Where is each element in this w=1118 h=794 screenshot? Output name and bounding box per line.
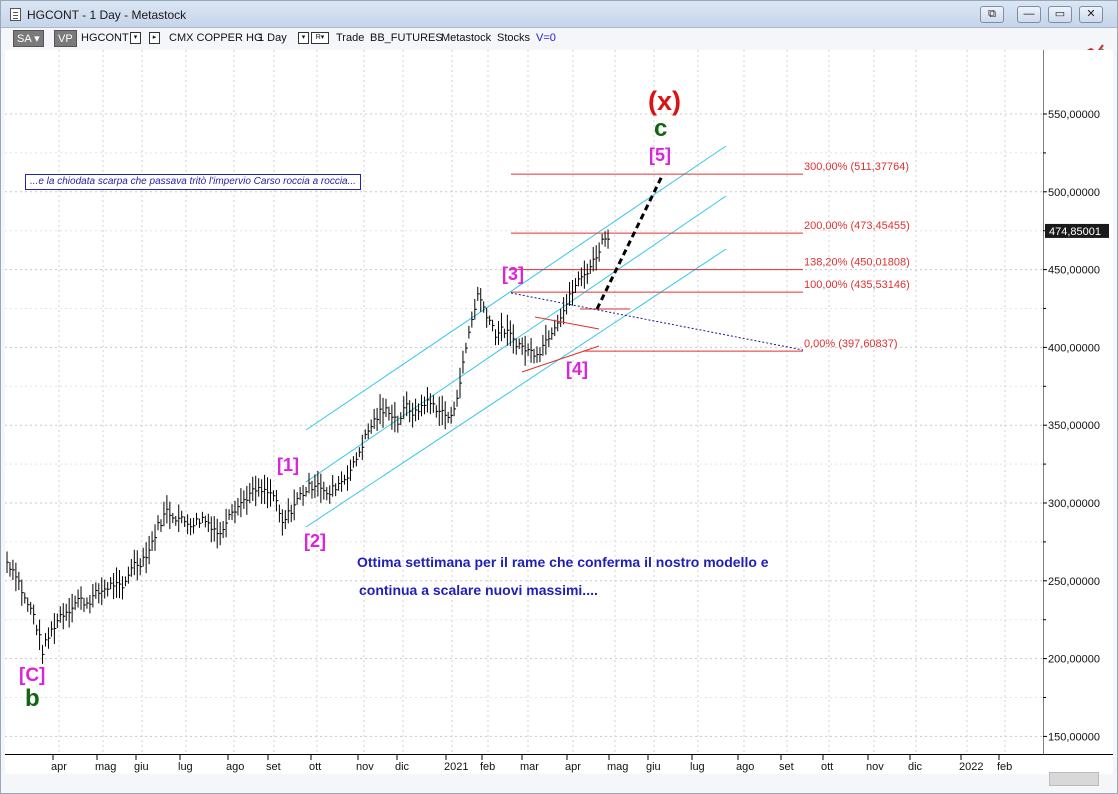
price-tick-label: 300,00000 [1048, 498, 1100, 510]
time-tick-label: 2021 [444, 761, 468, 773]
channel-line [305, 145, 727, 431]
channel-line [305, 248, 727, 528]
time-tick-label: ago [226, 761, 244, 773]
price-tick-label: 250,00000 [1048, 576, 1100, 588]
time-tick-label: feb [997, 761, 1012, 773]
interval-dropdown[interactable]: ▸ [149, 30, 160, 47]
instrument-name: CMX COPPER HG [169, 32, 263, 44]
last-price-label: 474,85001 [1049, 226, 1101, 238]
symbol-label: HGCONT [81, 32, 129, 44]
symbol-dropdown[interactable]: ▾ [130, 30, 141, 47]
price-axis: 550,00000 500,00000 450,00000 400,00000 350,… [1043, 50, 1113, 754]
time-tick-label: lug [178, 761, 193, 773]
last-price-box [1045, 223, 1109, 238]
triangle-lower [521, 345, 600, 373]
triangle-upper [534, 316, 600, 330]
fibonacci-levels: 300,00% (511,37764) 200,00% (473,45455) 13… [511, 161, 910, 352]
time-tick-label: apr [51, 761, 67, 773]
wave-label-3[interactable]: [3] [502, 264, 524, 284]
close-button[interactable]: ✕ [1079, 6, 1103, 23]
wave-label-c[interactable]: c [654, 115, 668, 142]
chart-overlays [510, 175, 804, 373]
minimize-button[interactable]: — [1017, 6, 1041, 23]
r-dropdown[interactable]: R▾ [311, 30, 329, 47]
chart-grid [5, 50, 1043, 754]
wave-label-x[interactable]: (x) [648, 86, 681, 116]
price-tick-label: 450,00000 [1048, 265, 1100, 277]
price-tick-label: 500,00000 [1048, 187, 1100, 199]
time-tick-label: dic [395, 761, 410, 773]
time-tick-label: lug [690, 761, 705, 773]
time-tick-label: dic [908, 761, 923, 773]
time-tick-label: set [266, 761, 281, 773]
time-tick-label: mar [520, 761, 539, 773]
time-tick-label: set [779, 761, 794, 773]
app-label: Metastock [441, 32, 492, 44]
time-tick-label: ago [736, 761, 754, 773]
time-tick-label: feb [480, 761, 495, 773]
fib-label: 200,00% (473,45455) [804, 220, 910, 232]
chevron-right-icon: ▸ [149, 32, 160, 45]
fib-label: 138,20% (450,01808) [804, 257, 910, 269]
chevron-down-icon: ▾ [298, 32, 309, 45]
time-tick-label: ott [309, 761, 321, 773]
sa-button[interactable]: SA ▾ [13, 30, 44, 47]
restore-chart-button[interactable]: ⧉ [980, 6, 1004, 23]
time-tick-label: nov [866, 761, 884, 773]
r-label: R [315, 34, 321, 42]
price-chart[interactable]: 300,00% (511,37764) 200,00% (473,45455) 13… [5, 50, 1043, 754]
time-tick-label: giu [134, 761, 149, 773]
price-tick-label: 150,00000 [1048, 731, 1100, 743]
source-label: BB_FUTURES [370, 32, 443, 44]
sa-label: SA [17, 33, 32, 45]
price-tick-label: 350,00000 [1048, 420, 1100, 432]
vp-button[interactable]: VP [54, 30, 77, 47]
stocks-label: Stocks [497, 32, 531, 44]
note-annotation[interactable]: ...e la chiodata scarpa che passava trit… [25, 174, 361, 190]
price-bars [6, 229, 611, 664]
fib-label: 300,00% (511,37764) [804, 161, 909, 173]
interval-label: 1 Day [258, 32, 287, 44]
time-tick-label: nov [356, 761, 374, 773]
mode-label: Trade [336, 32, 365, 44]
r-icon: R▾ [311, 32, 329, 45]
time-tick-label: apr [565, 761, 581, 773]
time-tick-label: ott [821, 761, 833, 773]
document-icon [10, 8, 21, 21]
fib-label: 0,00% (397,60837) [804, 338, 898, 350]
wave-label-2[interactable]: [2] [304, 531, 326, 551]
time-tick-label: mag [607, 761, 628, 773]
time-tick-label: mag [95, 761, 116, 773]
wave-label-c-bracket[interactable]: [C] [19, 665, 46, 686]
dotted-trendline [510, 292, 804, 351]
fib-label: 100,00% (435,53146) [804, 279, 910, 291]
horizontal-scrollbar[interactable] [1049, 772, 1099, 786]
time-tick-label: giu [646, 761, 661, 773]
price-tick-label: 400,00000 [1048, 342, 1100, 354]
wave-label-4[interactable]: [4] [566, 359, 588, 379]
comment-line-2[interactable]: continua a scalare nuovi massimi.... [359, 582, 598, 598]
maximize-button[interactable]: ▭ [1048, 6, 1072, 23]
wave-label-1[interactable]: [1] [277, 455, 299, 475]
title-bar: HGCONT - 1 Day - Metastock ⧉ — ▭ ✕ [1, 1, 1117, 28]
volume-label: V=0 [536, 32, 556, 44]
chevron-down-icon: ▾ [130, 32, 141, 45]
window-title: HGCONT - 1 Day - Metastock [27, 8, 187, 22]
wave-label-b[interactable]: b [25, 685, 40, 712]
wave-label-5[interactable]: [5] [649, 145, 671, 165]
trend-channels [305, 145, 727, 528]
price-tick-label: 550,00000 [1048, 109, 1100, 121]
time-axis: apr mag giu lug ago set ott nov dic 2021 feb mar apr… [5, 754, 1113, 774]
comment-line-1[interactable]: Ottima settimana per il rame che conferm… [357, 554, 769, 570]
interval-selector[interactable]: ▾ [298, 30, 309, 47]
price-tick-label: 200,00000 [1048, 654, 1100, 666]
projection-line [595, 175, 664, 310]
time-tick-label: 2022 [959, 761, 983, 773]
